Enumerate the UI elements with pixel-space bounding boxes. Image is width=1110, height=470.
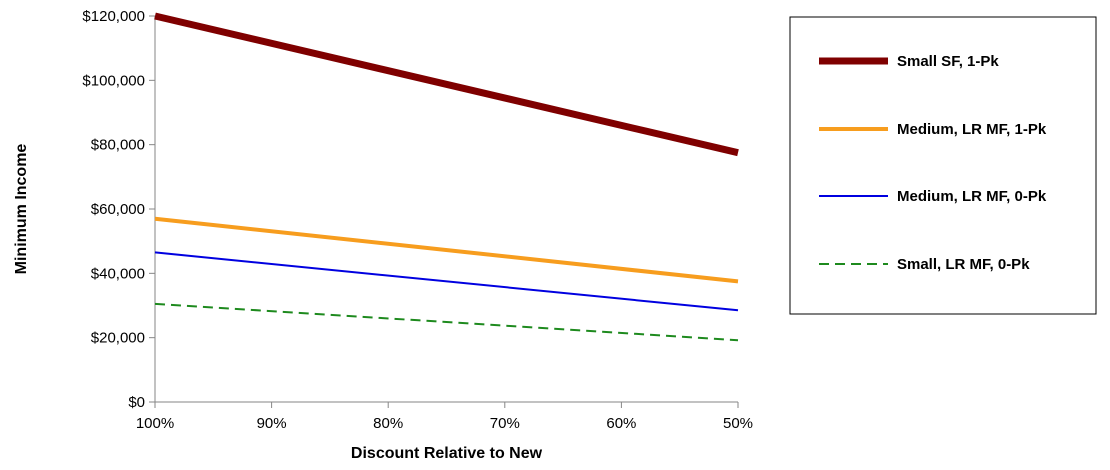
x-axis: 100% 90% 80% 70% 60% 50%	[136, 401, 753, 432]
y-axis-title: Minimum Income	[13, 144, 30, 275]
x-tick-label: 90%	[257, 415, 287, 432]
y-axis: $0 $20,000 $40,000 $60,000 $80,000 $100,000 $1…	[82, 8, 156, 411]
y-tick-label: $20,000	[91, 330, 145, 347]
legend-label: Medium, LR MF, 0-Pk	[897, 188, 1047, 205]
y-tick-label: $60,000	[91, 201, 145, 218]
x-tick-label: 70%	[490, 415, 520, 432]
series-line-1	[154, 12, 739, 157]
series-line-4	[154, 302, 739, 342]
x-tick-label: 80%	[373, 415, 403, 432]
x-tick-label: 60%	[606, 415, 636, 432]
y-tick-label: $100,000	[82, 72, 145, 89]
y-tick-label: $120,000	[82, 8, 145, 25]
legend: Small SF, 1-Pk Medium, LR MF, 1-Pk Medium,…	[789, 16, 1097, 315]
series-line-3	[154, 251, 739, 312]
series-group	[154, 12, 739, 342]
series-line-2	[154, 216, 739, 284]
y-tick-label: $80,000	[91, 137, 145, 154]
x-tick-label: 50%	[723, 415, 753, 432]
x-tick-label: 100%	[136, 415, 174, 432]
legend-label: Small, LR MF, 0-Pk	[897, 256, 1030, 273]
legend-label: Small SF, 1-Pk	[897, 53, 999, 70]
y-tick-label: $0	[128, 394, 145, 411]
legend-label: Medium, LR MF, 1-Pk	[897, 121, 1047, 138]
y-tick-label: $40,000	[91, 265, 145, 282]
x-axis-title: Discount Relative to New	[351, 445, 543, 462]
